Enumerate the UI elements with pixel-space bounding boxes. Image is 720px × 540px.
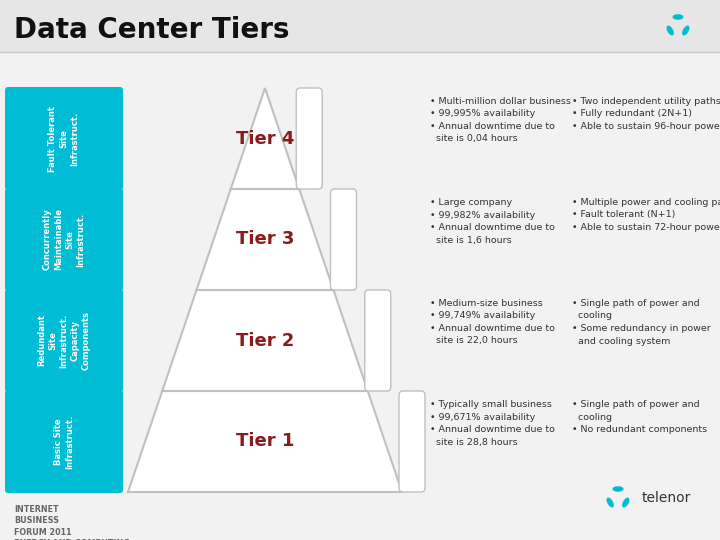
- Text: Data Center Tiers: Data Center Tiers: [14, 16, 289, 44]
- Text: Basic Site
Infrastruct.: Basic Site Infrastruct.: [54, 414, 74, 469]
- FancyBboxPatch shape: [5, 87, 123, 190]
- Text: INTERNET
BUSINESS
FORUM 2011
ENERGY AND COMPUTING: INTERNET BUSINESS FORUM 2011 ENERGY AND …: [14, 505, 130, 540]
- Text: • Single path of power and
  cooling
• No redundant components: • Single path of power and cooling • No …: [572, 400, 707, 434]
- Ellipse shape: [682, 25, 690, 36]
- Text: Tier 1: Tier 1: [236, 433, 294, 450]
- Text: • Single path of power and
  cooling
• Some redundancy in power
  and cooling sy: • Single path of power and cooling • Som…: [572, 299, 711, 346]
- Text: Concurrently
Maintainable
Site
Infrastruct.: Concurrently Maintainable Site Infrastru…: [43, 208, 85, 271]
- FancyBboxPatch shape: [5, 390, 123, 493]
- Text: telenor: telenor: [642, 491, 691, 505]
- FancyBboxPatch shape: [296, 88, 323, 189]
- Text: • Large company
• 99,982% availability
• Annual downtime due to
  site is 1,6 ho: • Large company • 99,982% availability •…: [430, 198, 555, 245]
- Text: • Two independent utility paths
• Fully redundant (2N+1)
• Able to sustain 96-ho: • Two independent utility paths • Fully …: [572, 97, 720, 131]
- Ellipse shape: [613, 486, 624, 492]
- Ellipse shape: [667, 25, 674, 36]
- Polygon shape: [128, 391, 402, 492]
- Polygon shape: [197, 189, 333, 290]
- Text: Fault Tolerant
Site
Infrastruct.: Fault Tolerant Site Infrastruct.: [48, 105, 80, 172]
- Text: Tier 2: Tier 2: [236, 332, 294, 349]
- FancyBboxPatch shape: [0, 0, 720, 52]
- FancyBboxPatch shape: [365, 290, 391, 391]
- Ellipse shape: [672, 14, 683, 20]
- FancyBboxPatch shape: [399, 391, 425, 492]
- Polygon shape: [230, 88, 300, 189]
- Text: • Medium-size business
• 99,749% availability
• Annual downtime due to
  site is: • Medium-size business • 99,749% availab…: [430, 299, 555, 346]
- Text: • Typically small business
• 99,671% availability
• Annual downtime due to
  sit: • Typically small business • 99,671% ava…: [430, 400, 555, 447]
- FancyBboxPatch shape: [5, 188, 123, 291]
- FancyBboxPatch shape: [330, 189, 356, 290]
- Ellipse shape: [622, 497, 629, 508]
- Polygon shape: [162, 290, 368, 391]
- Text: Tier 3: Tier 3: [236, 231, 294, 248]
- Text: Tier 4: Tier 4: [236, 130, 294, 147]
- FancyBboxPatch shape: [5, 289, 123, 392]
- Ellipse shape: [606, 497, 614, 508]
- Text: • Multi-million dollar business
• 99,995% availability
• Annual downtime due to
: • Multi-million dollar business • 99,995…: [430, 97, 571, 144]
- Text: • Multiple power and cooling paths
• Fault tolerant (N+1)
• Able to sustain 72-h: • Multiple power and cooling paths • Fau…: [572, 198, 720, 232]
- Text: Redundant
Site
Infrastruct.
Capacity
Components: Redundant Site Infrastruct. Capacity Com…: [37, 311, 91, 370]
